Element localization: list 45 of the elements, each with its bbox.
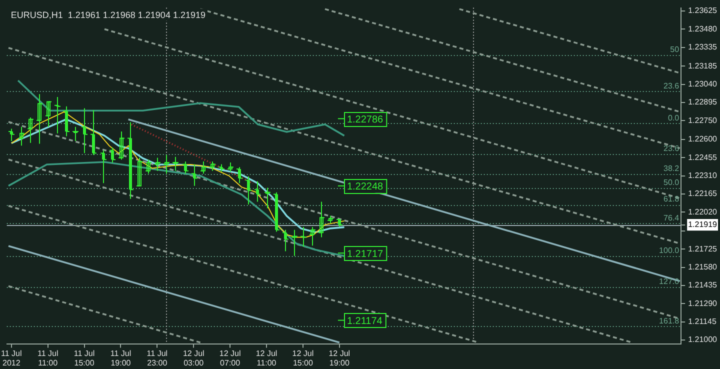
annotation: 1.22786 — [346, 114, 384, 126]
annotation: 161.8 — [659, 316, 680, 326]
annotation: 23.6 — [664, 82, 680, 91]
y-tick-label: 1.23335 — [688, 42, 718, 52]
x-tick-label: 12 Jul 19:00 — [328, 348, 350, 368]
y-tick-label: 1.21919 — [688, 220, 718, 230]
chart-title: EURUSD,H1 1.21961 1.21968 1.21904 1.21919 — [10, 10, 206, 20]
y-tick-label: 1.23625 — [688, 6, 718, 16]
x-tick-label: 11 Jul 2012 — [1, 348, 22, 368]
x-tick-label: 12 Jul 11:00 — [256, 348, 278, 368]
y-tick-label: 1.21000 — [688, 335, 718, 344]
y-tick-label: 1.21725 — [688, 244, 718, 254]
y-tick-label: 1.21435 — [688, 280, 718, 290]
y-tick-label: 1.22455 — [688, 152, 718, 162]
x-tick-label: 12 Jul 07:00 — [219, 348, 241, 368]
x-tick-label: 11 Jul 15:00 — [74, 348, 95, 368]
annotation: 50 — [670, 45, 680, 54]
x-tick-label: 12 Jul 15:00 — [292, 348, 314, 368]
y-tick-label: 1.22895 — [688, 98, 718, 107]
annotation: 50.0 — [664, 178, 680, 187]
annotation: 0.0 — [668, 113, 680, 122]
annotation: 1.21717 — [346, 248, 384, 260]
x-tick-label: 11 Jul 11:00 — [37, 348, 58, 368]
x-tick-label: 11 Jul 19:00 — [110, 348, 132, 368]
y-tick-label: 1.22310 — [688, 171, 718, 180]
annotation: 100.0 — [659, 246, 680, 256]
y-tick-label: 1.23480 — [688, 24, 718, 34]
y-tick-label: 1.23040 — [688, 79, 718, 88]
x-tick-label: 11 Jul 23:00 — [146, 348, 168, 368]
y-tick-label: 1.22600 — [688, 134, 718, 144]
x-tick-label: 12 Jul 03:00 — [182, 348, 205, 368]
annotation: 38.2 — [664, 164, 680, 173]
annotation: 1.21174 — [346, 316, 383, 328]
y-tick-label: 1.22165 — [688, 189, 718, 198]
y-tick-label: 1.22020 — [688, 207, 718, 216]
y-tick-label: 1.23185 — [688, 61, 718, 70]
y-tick-label: 1.21580 — [688, 262, 718, 272]
y-tick-label: 1.21290 — [688, 298, 718, 308]
annotation: 23.6 — [664, 144, 680, 154]
annotation: 76.4 — [664, 213, 680, 222]
annotation: 127.0 — [659, 277, 680, 286]
y-tick-label: 1.21145 — [688, 317, 717, 326]
annotation: 61.8 — [664, 194, 680, 204]
y-tick-label: 1.22750 — [688, 116, 718, 125]
annotation: 1.22248 — [346, 182, 384, 193]
